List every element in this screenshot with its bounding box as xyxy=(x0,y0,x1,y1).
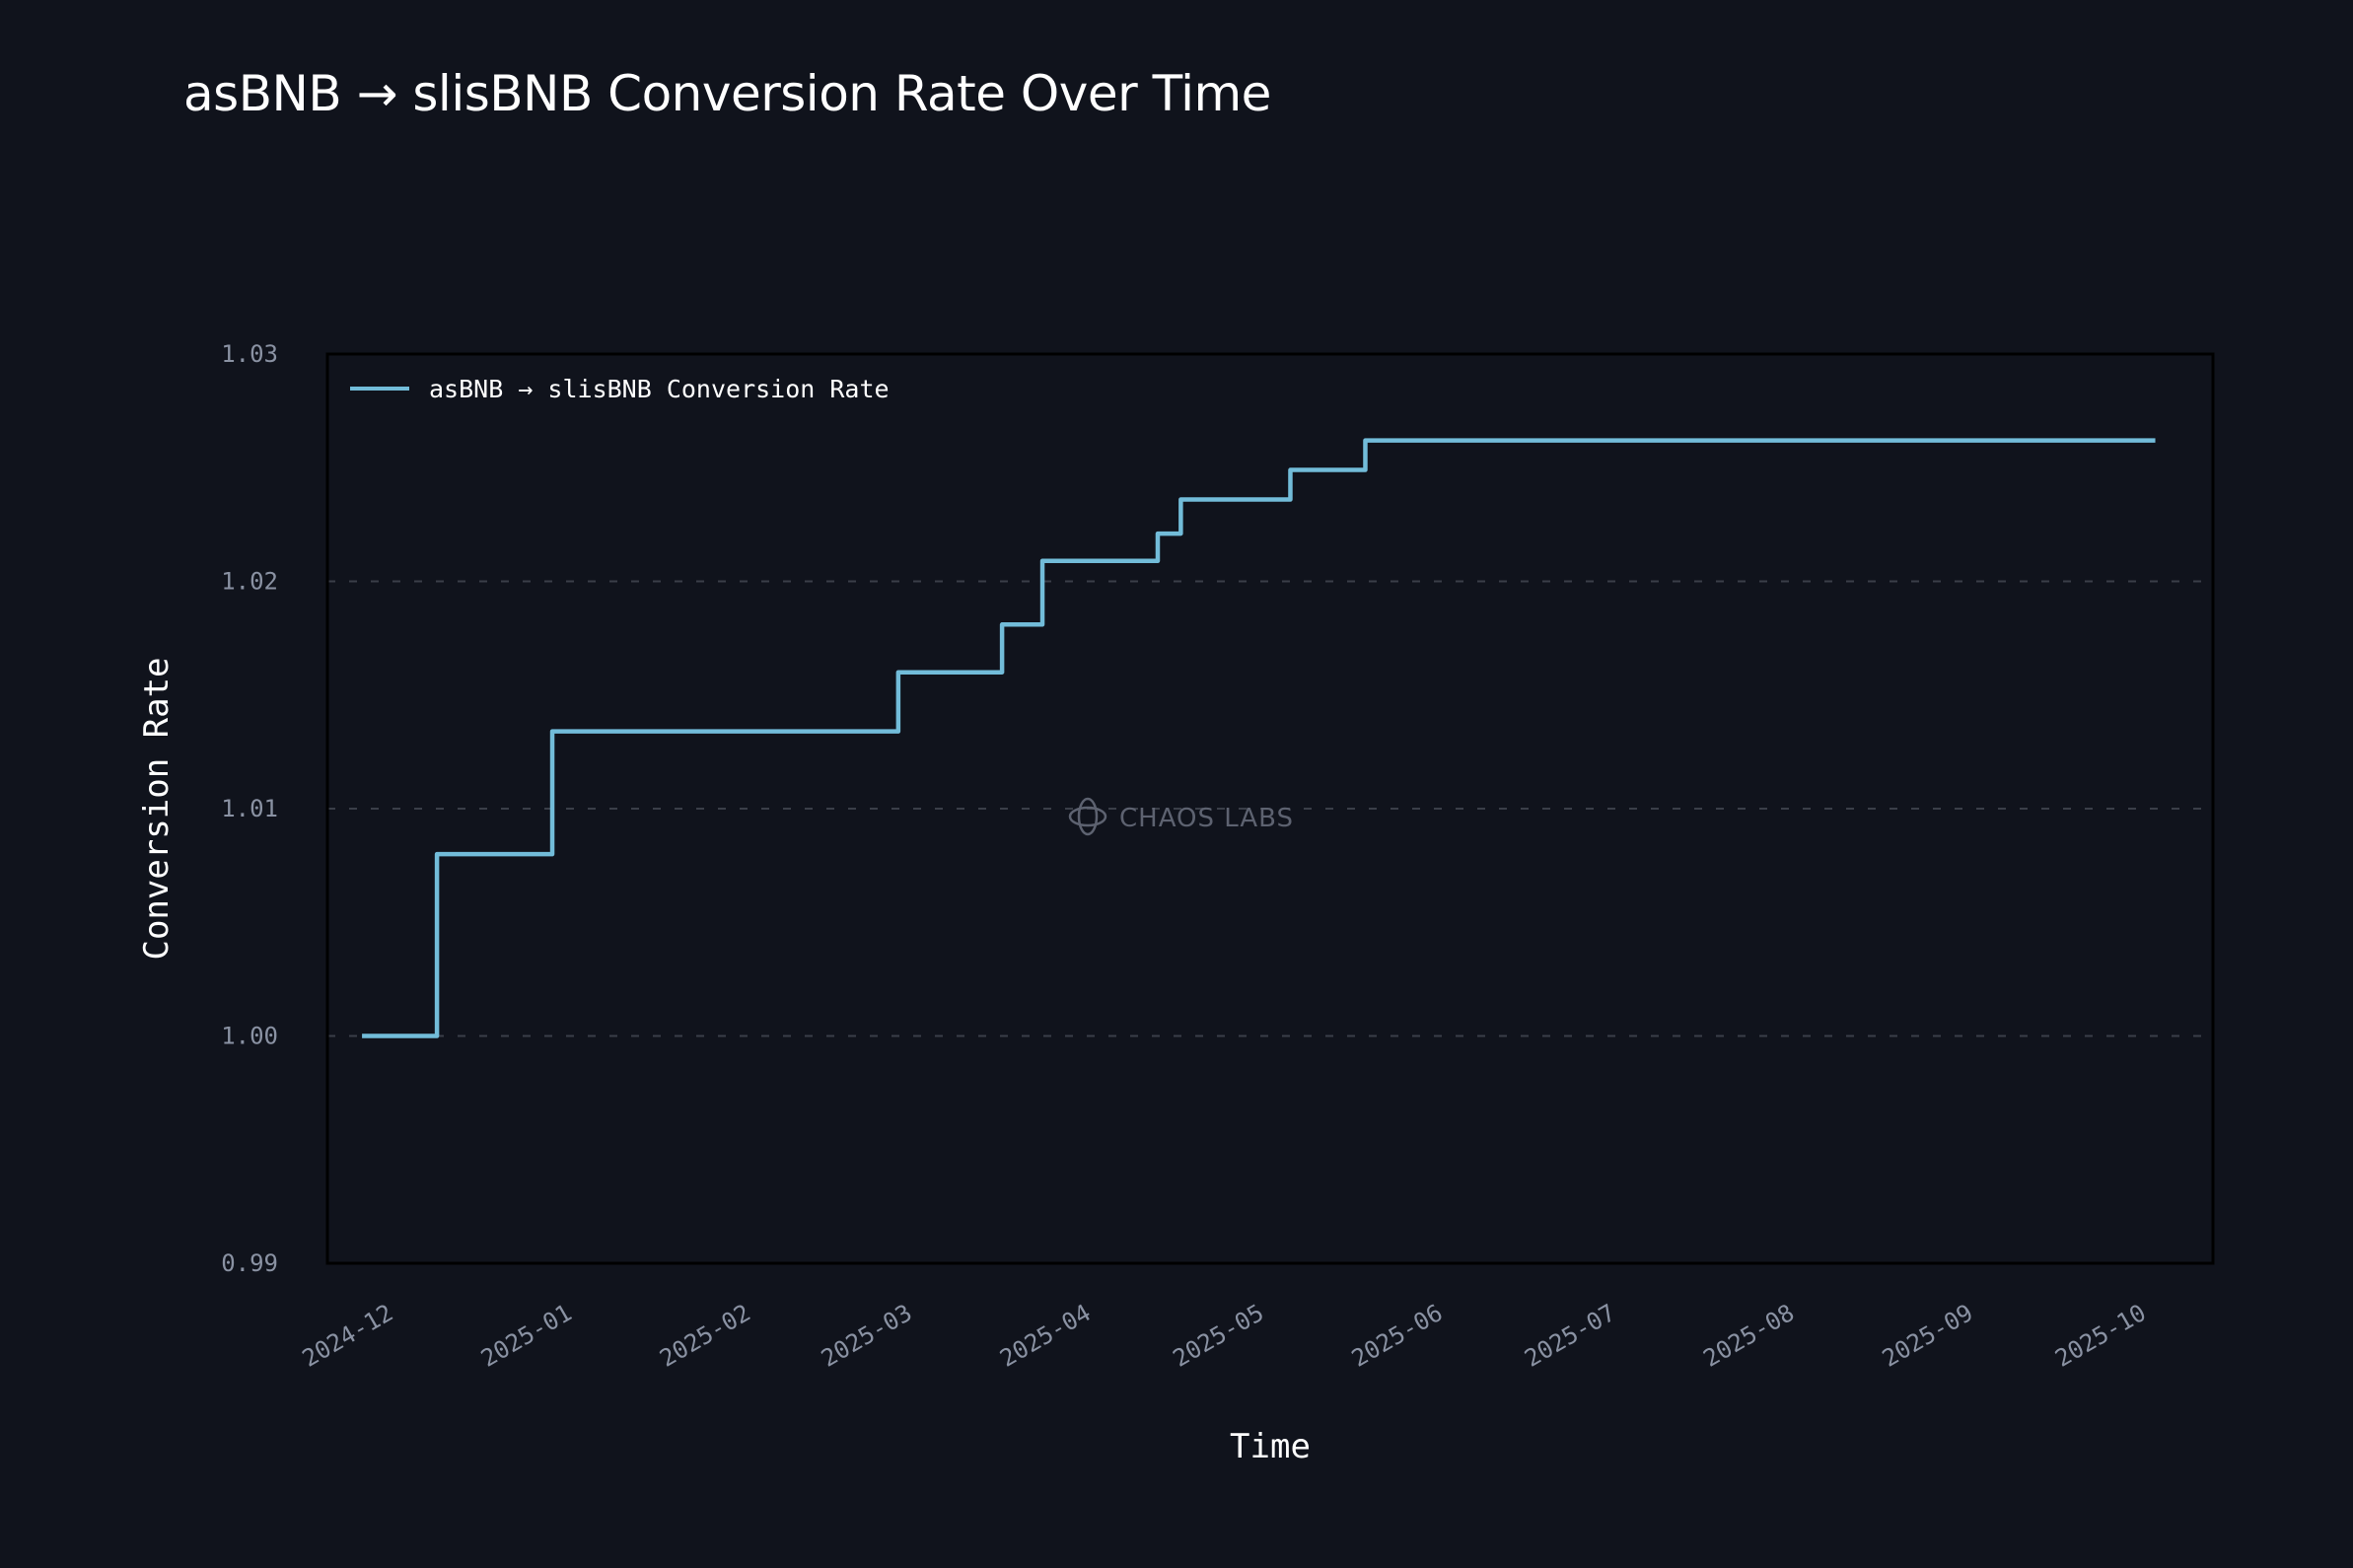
x-tick-label: 2025-05 xyxy=(1169,1299,1269,1373)
x-tick-label: 2025-06 xyxy=(1347,1299,1448,1373)
y-axis-label: Conversion Rate xyxy=(137,657,177,960)
x-tick-label: 2024-12 xyxy=(298,1299,398,1373)
x-tick-label: 2025-02 xyxy=(655,1299,755,1373)
y-axis-ticks: 0.99 1.00 1.01 1.02 1.03 xyxy=(221,340,278,1277)
legend-label: asBNB → slisBNB Conversion Rate xyxy=(429,375,890,403)
x-axis-ticks: 2024-12 2025-01 2025-02 2025-03 2025-04 2025-… xyxy=(298,1299,2151,1373)
x-tick-label: 2025-10 xyxy=(2050,1299,2151,1373)
y-tick-label: 1.01 xyxy=(221,795,278,822)
watermark-text: CHAOS LABS xyxy=(1119,804,1294,833)
x-tick-label: 2025-09 xyxy=(1878,1299,1978,1373)
chart-title: asBNB → slisBNB Conversion Rate Over Tim… xyxy=(183,65,1271,122)
x-tick-label: 2025-07 xyxy=(1520,1299,1620,1373)
y-tick-label: 1.03 xyxy=(221,340,278,368)
x-tick-label: 2025-01 xyxy=(476,1299,577,1373)
y-tick-label: 0.99 xyxy=(221,1249,278,1277)
y-tick-label: 1.00 xyxy=(221,1023,278,1050)
legend: asBNB → slisBNB Conversion Rate xyxy=(350,375,890,403)
chaos-labs-logo-icon xyxy=(1068,797,1107,836)
x-tick-label: 2025-04 xyxy=(995,1299,1096,1373)
watermark: CHAOS LABS xyxy=(1068,797,1294,836)
x-tick-label: 2025-08 xyxy=(1699,1299,1800,1373)
plot-area-frame xyxy=(325,352,2215,1265)
y-tick-label: 1.02 xyxy=(221,568,278,596)
x-tick-label: 2025-03 xyxy=(817,1299,917,1373)
series-layer xyxy=(362,438,2156,1038)
x-axis-label: Time xyxy=(1230,1427,1311,1466)
series-line xyxy=(362,438,2156,1038)
